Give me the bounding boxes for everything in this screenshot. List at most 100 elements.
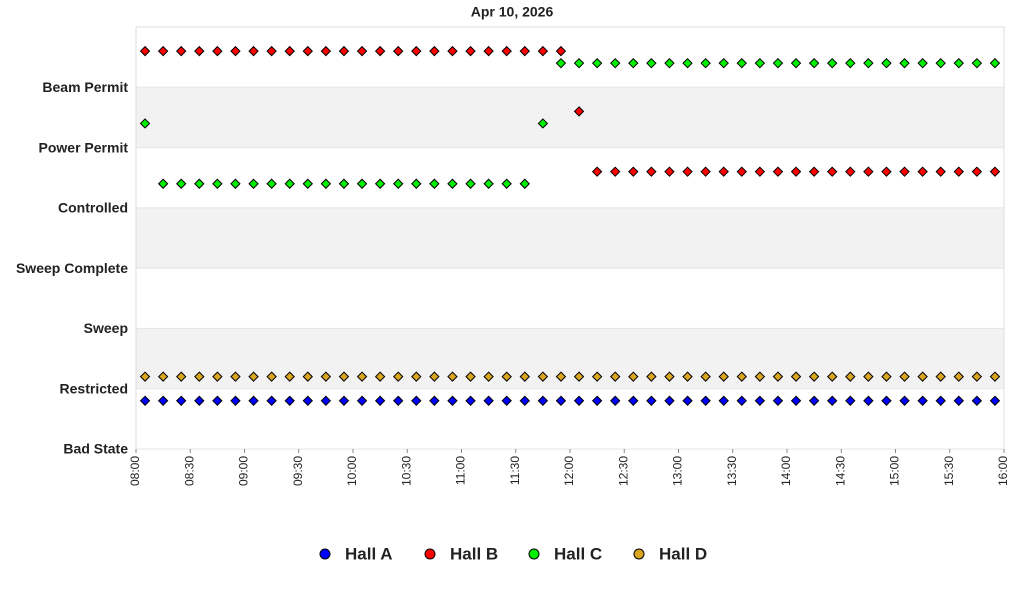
point xyxy=(284,371,295,382)
band xyxy=(136,328,1004,389)
y-tick-label: Restricted xyxy=(60,380,128,396)
point xyxy=(212,371,223,382)
point xyxy=(682,57,693,69)
legend-marker xyxy=(528,548,540,560)
point xyxy=(248,395,259,406)
point xyxy=(266,45,277,57)
point xyxy=(194,178,205,189)
point xyxy=(338,371,350,382)
point xyxy=(320,371,332,382)
point xyxy=(537,395,549,406)
point xyxy=(863,57,874,69)
y-tick-label: Sweep xyxy=(84,320,128,336)
point xyxy=(664,166,675,177)
point xyxy=(411,45,422,57)
point xyxy=(610,395,621,406)
point xyxy=(700,57,711,69)
point xyxy=(573,371,585,382)
point xyxy=(157,371,169,382)
legend-marker xyxy=(319,548,331,560)
point xyxy=(356,395,368,406)
point xyxy=(302,371,313,382)
point xyxy=(772,57,784,69)
point xyxy=(754,395,766,406)
band xyxy=(136,207,1004,269)
point xyxy=(447,395,458,406)
point xyxy=(302,178,313,189)
point xyxy=(971,395,983,406)
y-tick-label: Power Permit xyxy=(39,139,129,155)
point xyxy=(139,45,151,57)
point xyxy=(573,106,585,117)
point xyxy=(646,166,657,177)
point xyxy=(808,57,820,69)
point xyxy=(176,45,187,57)
point xyxy=(501,371,512,382)
point xyxy=(989,395,1001,406)
point xyxy=(790,166,802,177)
x-tick-label: 13:30 xyxy=(725,456,739,486)
point xyxy=(393,395,404,406)
point xyxy=(320,45,332,57)
point xyxy=(573,57,585,69)
point xyxy=(447,45,458,57)
point xyxy=(827,57,838,69)
x-tick-label: 12:00 xyxy=(562,456,576,486)
point xyxy=(591,166,603,177)
point xyxy=(989,57,1001,69)
point xyxy=(411,395,422,406)
x-tick-label: 15:30 xyxy=(942,456,956,486)
point xyxy=(808,395,820,406)
x-tick-label: 11:00 xyxy=(454,456,468,485)
point xyxy=(429,45,440,57)
point xyxy=(248,178,259,189)
point xyxy=(429,395,440,406)
point xyxy=(157,45,169,57)
point xyxy=(356,178,368,189)
point xyxy=(356,45,368,57)
point xyxy=(899,371,910,382)
point xyxy=(881,166,892,177)
point xyxy=(700,166,711,177)
point xyxy=(718,57,729,69)
point xyxy=(754,371,766,382)
point xyxy=(845,57,856,69)
point xyxy=(194,45,205,57)
point xyxy=(971,57,983,69)
point xyxy=(501,45,512,57)
x-tick-label: 12:30 xyxy=(616,456,630,486)
point xyxy=(139,395,151,406)
point xyxy=(628,166,639,177)
point xyxy=(917,395,928,406)
point xyxy=(374,371,386,382)
point xyxy=(953,395,964,406)
legend-label: Hall B xyxy=(450,544,498,563)
point xyxy=(863,166,874,177)
point xyxy=(447,178,458,189)
point xyxy=(664,57,675,69)
point xyxy=(935,166,946,177)
point xyxy=(646,371,657,382)
point xyxy=(465,178,476,189)
x-tick-label: 09:30 xyxy=(291,456,305,486)
point xyxy=(139,118,151,129)
point xyxy=(953,166,964,177)
point xyxy=(736,371,747,382)
x-tick-label: 10:00 xyxy=(345,456,359,486)
point xyxy=(537,118,549,129)
point xyxy=(555,45,567,57)
point xyxy=(591,57,603,69)
x-tick-label: 16:00 xyxy=(996,456,1010,486)
point xyxy=(700,395,711,406)
point xyxy=(646,57,657,69)
point xyxy=(393,45,404,57)
point xyxy=(718,395,729,406)
point xyxy=(899,166,910,177)
point xyxy=(302,45,313,57)
point xyxy=(338,45,350,57)
point xyxy=(591,371,603,382)
point xyxy=(917,57,928,69)
point xyxy=(139,371,151,382)
x-tick-label: 14:00 xyxy=(779,456,793,486)
x-tick-label: 15:00 xyxy=(888,456,902,486)
